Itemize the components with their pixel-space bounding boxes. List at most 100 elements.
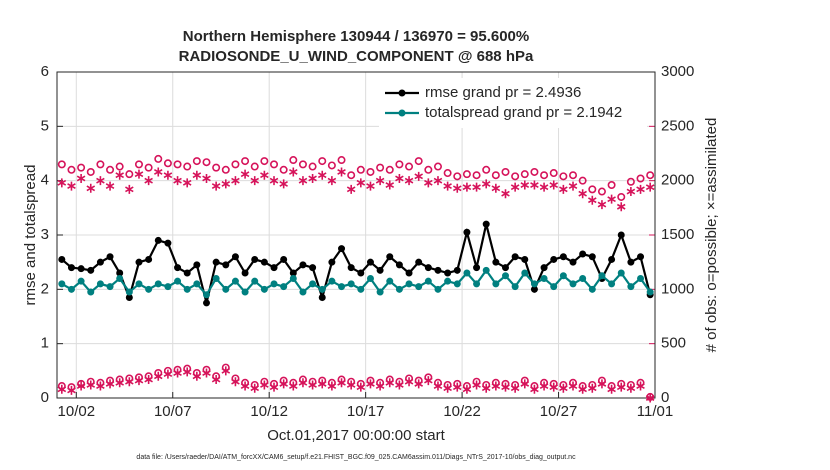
asterisk-marker [443,383,452,393]
point [231,277,239,285]
point [482,220,490,228]
point [58,255,66,263]
open-circle-marker [154,154,163,163]
asterisk-marker [144,176,153,186]
open-circle-marker [424,165,433,174]
x-tick-label: 10/07 [154,403,192,420]
asterisk-marker [231,176,240,186]
legend-label: rmse grand pr = 2.4936 [425,84,581,101]
asterisk-marker [510,182,520,192]
point [347,280,355,288]
open-circle-marker [231,160,240,169]
asterisk-marker [539,182,549,192]
point [511,253,519,261]
asterisk-marker [308,173,317,183]
asterisk-marker [125,377,134,387]
point [415,283,423,291]
asterisk-marker [260,170,269,180]
asterisk-marker [308,380,317,390]
point [299,288,307,296]
point [309,264,317,272]
open-circle-marker [433,162,442,171]
y2-axis-label: # of obs: o=possible; ×=assimilated [703,118,720,353]
asterisk-marker [404,176,414,186]
open-circle-marker [356,165,365,174]
open-circle-marker [578,176,587,185]
asterisk-marker [375,381,385,391]
asterisk-marker [520,379,530,389]
asterisk-marker [559,184,568,194]
point [203,291,210,299]
asterisk-marker [182,178,192,188]
asterisk-marker [481,179,491,189]
point [424,277,432,285]
point [174,277,182,285]
point [106,283,114,291]
asterisk-marker [414,379,423,389]
point [260,285,268,293]
open-circle-marker [569,171,578,180]
footnote: data file: /Users/raeder/DAI/ATM_forcXX/… [136,454,576,461]
open-circle-marker [646,171,655,180]
asterisk-marker [173,176,182,186]
open-circle-marker [86,167,95,176]
point [453,266,461,274]
asterisk-marker [250,176,260,186]
asterisk-marker [616,202,626,212]
open-circle-marker [597,187,606,196]
asterisk-marker [578,189,587,199]
open-circle-marker [520,170,529,179]
point [405,269,413,277]
asterisk-marker [346,184,356,194]
point [154,280,162,288]
asterisk-marker [395,380,404,390]
x-tick-label: 10/17 [347,403,385,420]
point [588,285,596,293]
point [627,258,635,266]
asterisk-marker [491,381,501,391]
point [502,272,509,280]
asterisk-marker [269,382,279,392]
open-circle-marker [125,170,134,179]
open-circle-marker [260,157,269,166]
y-tick-label: 3 [41,226,49,243]
point [492,280,500,288]
open-circle-marker [607,181,616,190]
point [87,288,95,296]
y-tick-label: 4 [41,172,49,189]
open-circle-marker [144,163,153,172]
point [328,277,336,285]
point [540,264,548,272]
point [212,258,220,266]
open-circle-marker [192,157,201,166]
point [386,277,394,285]
point [463,228,471,236]
asterisk-marker [317,379,327,389]
point [270,264,278,272]
point [241,269,249,277]
point [318,285,326,293]
asterisk-marker [327,381,337,391]
point [473,280,481,288]
asterisk-marker [327,176,337,186]
point [280,255,288,263]
asterisk-marker [636,184,645,194]
point [299,261,307,269]
asterisk-marker [462,182,472,192]
point [289,274,297,282]
asterisk-marker [462,384,472,394]
point [116,274,124,282]
point [627,283,635,291]
asterisk-marker [366,379,375,389]
open-circle-marker [366,167,375,176]
y-tick-label: 0 [41,389,49,406]
asterisk-marker [385,378,395,388]
open-circle-marker [530,167,539,176]
open-circle-marker [279,165,288,174]
asterisk-marker [539,381,549,391]
point [251,277,259,285]
point [579,274,587,282]
y-tick-label: 5 [41,117,49,134]
